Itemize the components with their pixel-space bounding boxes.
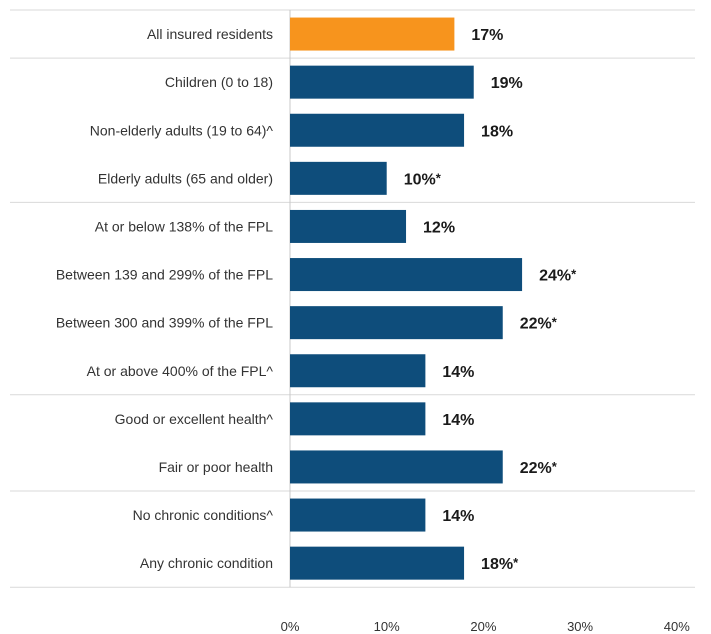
value-label: 14% bbox=[442, 364, 474, 381]
significance-mark: * bbox=[552, 315, 558, 330]
bars bbox=[290, 17, 523, 580]
category-label: Non-elderly adults (19 to 64)^ bbox=[90, 122, 274, 138]
value-label: 10%* bbox=[404, 170, 442, 188]
group-dividers bbox=[10, 9, 695, 588]
value-label: 12% bbox=[423, 219, 455, 236]
significance-mark: * bbox=[571, 267, 577, 282]
significance-mark: * bbox=[513, 555, 519, 570]
bar-0 bbox=[290, 17, 455, 51]
bar-6 bbox=[290, 306, 503, 340]
x-tick-label: 30% bbox=[567, 619, 593, 634]
category-label: Children (0 to 18) bbox=[165, 74, 273, 90]
value-label: 18% bbox=[481, 123, 513, 140]
value-label: 22%* bbox=[520, 315, 558, 333]
value-label: 24%* bbox=[539, 267, 577, 285]
value-label: 17% bbox=[471, 27, 503, 44]
category-label: Any chronic condition bbox=[140, 555, 273, 571]
significance-mark: * bbox=[552, 459, 558, 474]
bar-7 bbox=[290, 354, 426, 388]
value-label: 22%* bbox=[520, 459, 558, 477]
significance-mark: * bbox=[436, 170, 442, 185]
value-label: 18%* bbox=[481, 555, 519, 573]
bar-11 bbox=[290, 546, 465, 580]
category-label: All insured residents bbox=[147, 26, 273, 42]
value-labels: 17% 19% 18% 10%* 12% 24%* 22%* 14% 14% 22%* 14% 18%… bbox=[404, 27, 577, 573]
x-tick-label: 20% bbox=[470, 619, 496, 634]
category-label: Good or excellent health^ bbox=[115, 411, 274, 427]
x-tick-labels: 0% 10% 20% 30% 40% bbox=[281, 619, 691, 634]
x-tick-label: 0% bbox=[281, 619, 300, 634]
bar-8 bbox=[290, 402, 426, 436]
bar-3 bbox=[290, 161, 387, 195]
bar-9 bbox=[290, 450, 503, 484]
bar-4 bbox=[290, 209, 407, 243]
value-label: 19% bbox=[491, 75, 523, 92]
category-label: Between 139 and 299% of the FPL bbox=[56, 267, 273, 283]
category-label: Fair or poor health bbox=[159, 459, 273, 475]
bar-5 bbox=[290, 258, 523, 292]
value-label: 14% bbox=[442, 412, 474, 429]
x-tick-label: 10% bbox=[374, 619, 400, 634]
bar-2 bbox=[290, 113, 465, 147]
category-label: At or below 138% of the FPL bbox=[95, 218, 273, 234]
bar-10 bbox=[290, 498, 426, 532]
category-label: Elderly adults (65 and older) bbox=[98, 170, 273, 186]
category-label: No chronic conditions^ bbox=[133, 507, 274, 523]
x-tick-label: 40% bbox=[664, 619, 690, 634]
bar-1 bbox=[290, 65, 474, 99]
category-label: Between 300 and 399% of the FPL bbox=[56, 315, 273, 331]
category-label: At or above 400% of the FPL^ bbox=[87, 363, 274, 379]
value-label: 14% bbox=[442, 508, 474, 525]
category-labels: All insured residents Children (0 to 18) N… bbox=[56, 26, 274, 571]
